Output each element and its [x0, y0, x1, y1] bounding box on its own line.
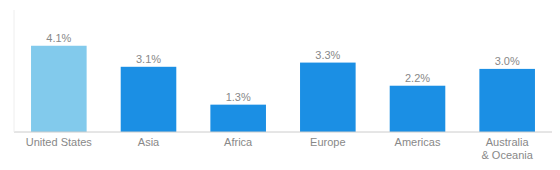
- x-tick-label: Asia: [138, 136, 160, 148]
- bars: [31, 46, 535, 132]
- y-axis-line: [14, 10, 15, 132]
- x-tick-label: United States: [26, 136, 93, 148]
- bar: [121, 67, 177, 132]
- x-tick-label: Africa: [224, 136, 253, 148]
- bar: [479, 69, 535, 132]
- data-label: 4.1%: [46, 32, 71, 44]
- x-axis: United States Asia Africa Europe Americas Aus…: [14, 132, 552, 161]
- chart-svg: 4.1% 3.1% 1.3% 3.3% 2.2% 3.0% United States Asi…: [0, 0, 560, 170]
- bar: [210, 105, 266, 132]
- data-label: 2.2%: [405, 72, 430, 84]
- data-labels: 4.1% 3.1% 1.3% 3.3% 2.2% 3.0%: [46, 32, 520, 103]
- bar: [31, 46, 87, 132]
- x-tick-label: Americas: [395, 136, 441, 148]
- data-label: 1.3%: [226, 91, 251, 103]
- x-axis-line: [14, 132, 552, 133]
- x-tick-label: Europe: [310, 136, 345, 148]
- bar: [300, 63, 356, 132]
- x-tick-label: Australia& Oceania: [481, 136, 533, 161]
- data-label: 3.0%: [495, 55, 520, 67]
- data-label: 3.3%: [315, 49, 340, 61]
- data-label: 3.1%: [136, 53, 161, 65]
- bar: [390, 86, 446, 132]
- chart-container: 4.1% 3.1% 1.3% 3.3% 2.2% 3.0% United States Asi…: [0, 0, 560, 170]
